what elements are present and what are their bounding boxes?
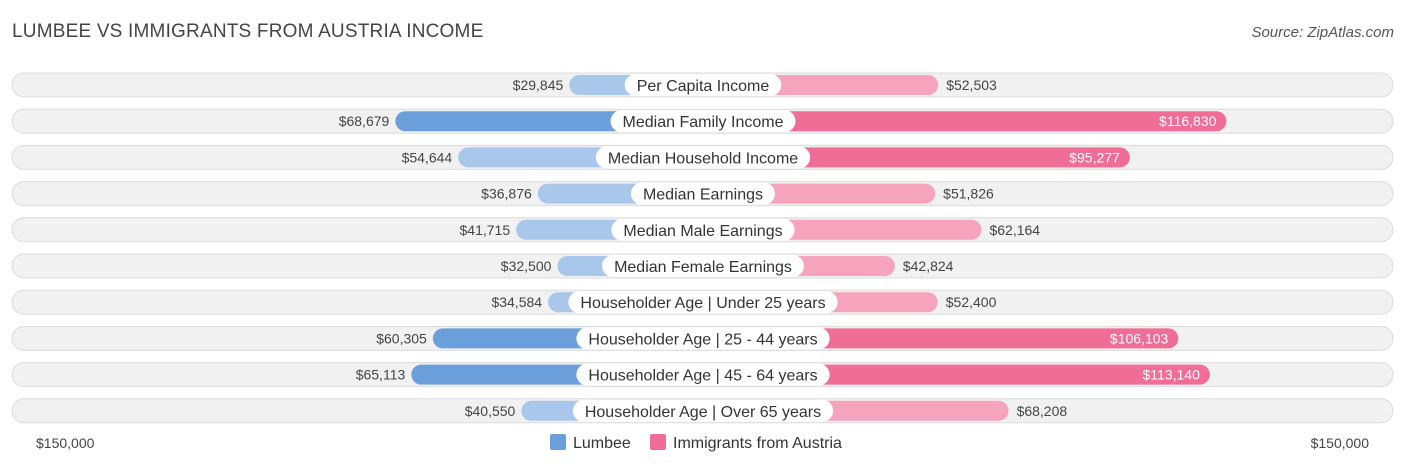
category-label: Householder Age | 25 - 44 years	[588, 331, 817, 348]
value-label-immigrants-austria: $42,824	[903, 258, 954, 274]
value-label-immigrants-austria: $116,830	[1159, 113, 1217, 129]
category-label: Median Male Earnings	[623, 223, 782, 240]
category-pill	[610, 110, 796, 133]
value-label-lumbee: $60,305	[376, 330, 427, 346]
category-label: Median Earnings	[643, 187, 763, 204]
category-label: Median Female Earnings	[614, 259, 792, 276]
value-label-lumbee: $34,584	[491, 294, 542, 310]
bar-immigrants-austria	[703, 364, 1210, 385]
bar-immigrants-austria	[703, 111, 1227, 132]
legend-swatch-immigrants-austria	[650, 434, 666, 450]
value-label-immigrants-austria: $52,503	[946, 77, 997, 93]
axis-label-left: $150,000	[36, 435, 95, 451]
bar-immigrants-austria	[703, 147, 1130, 168]
value-label-lumbee: $40,550	[465, 403, 516, 419]
category-pill	[572, 399, 834, 422]
category-pill	[576, 363, 830, 386]
value-label-lumbee: $32,500	[501, 258, 552, 274]
category-pill	[611, 218, 795, 241]
value-label-immigrants-austria: $113,140	[1143, 367, 1201, 383]
chart-title: LUMBEE VS IMMIGRANTS FROM AUSTRIA INCOME	[12, 21, 484, 42]
category-label: Per Capita Income	[637, 78, 770, 95]
legend-label-lumbee: Lumbee	[573, 435, 631, 452]
category-label: Householder Age | 45 - 64 years	[588, 368, 817, 385]
category-pill	[602, 255, 804, 277]
category-label: Householder Age | Under 25 years	[580, 295, 825, 312]
legend-swatch-lumbee	[550, 434, 566, 450]
value-label-lumbee: $36,876	[481, 186, 532, 202]
category-label: Householder Age | Over 65 years	[585, 404, 821, 421]
value-label-lumbee: $65,113	[356, 367, 406, 383]
category-pill	[568, 291, 838, 314]
category-pill	[630, 182, 776, 205]
value-label-immigrants-austria: $62,164	[989, 222, 1040, 238]
value-label-lumbee: $29,845	[513, 77, 564, 93]
value-label-lumbee: $54,644	[402, 149, 453, 165]
category-label: Median Family Income	[623, 114, 784, 131]
category-pill	[576, 327, 830, 350]
axis-label-right: $150,000	[1311, 435, 1370, 451]
source-credit: Source: ZipAtlas.com	[1251, 24, 1394, 41]
value-label-immigrants-austria: $68,208	[1017, 403, 1068, 419]
value-label-immigrants-austria: $95,277	[1069, 149, 1120, 165]
legend-label-immigrants-austria: Immigrants from Austria	[673, 435, 842, 452]
category-pill	[595, 146, 811, 169]
value-label-lumbee: $68,679	[339, 113, 390, 129]
value-label-lumbee: $41,715	[460, 222, 511, 238]
value-label-immigrants-austria: $106,103	[1110, 330, 1169, 346]
category-label: Median Household Income	[608, 150, 798, 167]
category-pill	[624, 74, 782, 96]
value-label-immigrants-austria: $52,400	[946, 294, 997, 310]
value-label-immigrants-austria: $51,826	[943, 186, 994, 202]
